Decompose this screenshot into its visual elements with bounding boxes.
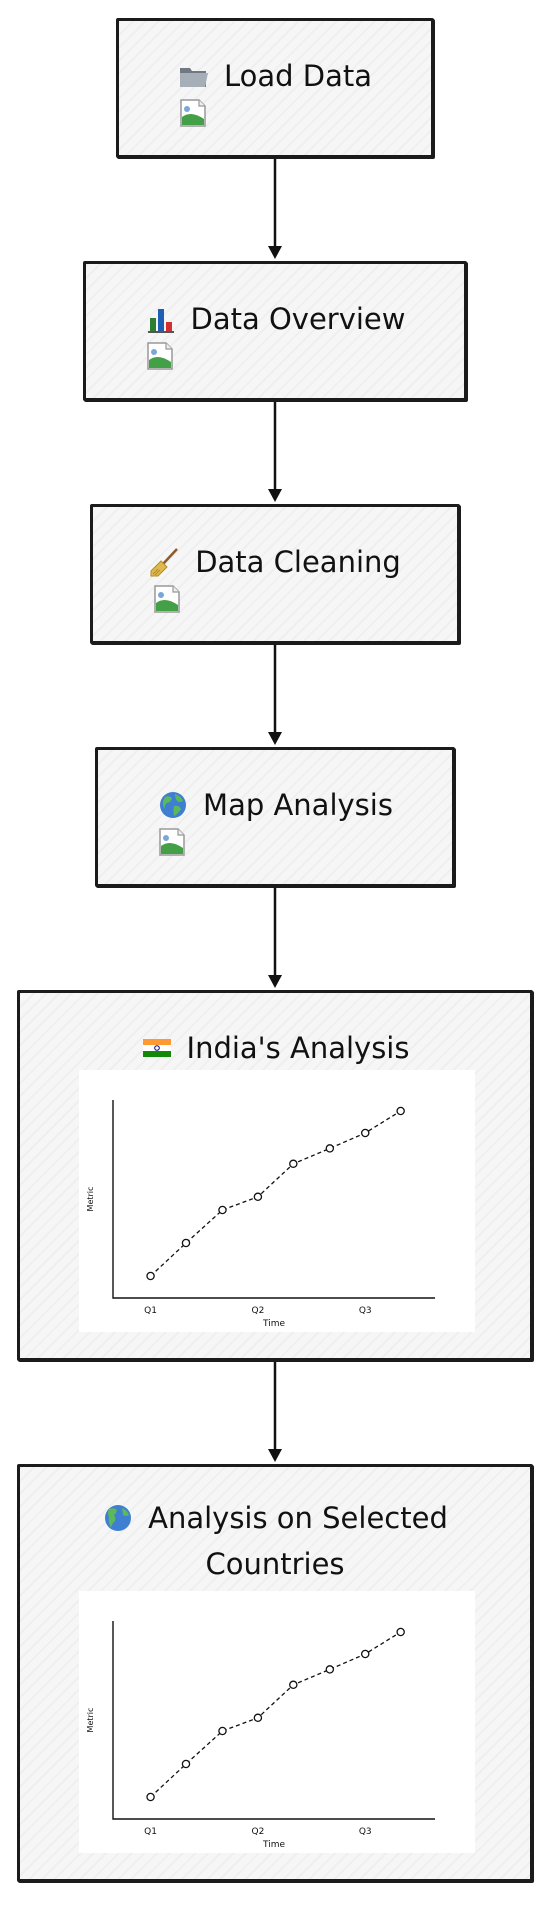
data-point xyxy=(253,1713,263,1723)
x-tick-label: Q2 xyxy=(251,1306,264,1316)
node-title-text: Analysis on Selected xyxy=(148,1501,448,1535)
globe-icon xyxy=(160,792,187,818)
node-title-text: Map Analysis xyxy=(203,788,393,822)
arrow-load-to-overview xyxy=(268,159,282,259)
selected-countries-line-chart: Q1 Q2 Q3 Time Metric xyxy=(79,1591,475,1853)
node-title-text: Data Cleaning xyxy=(195,545,401,579)
arrowhead xyxy=(268,489,282,502)
x-tick-label: Q3 xyxy=(359,1827,372,1837)
data-point xyxy=(325,1144,335,1153)
arrowhead xyxy=(268,246,282,259)
data-point xyxy=(181,1759,191,1769)
x-tick-label: Q1 xyxy=(144,1306,157,1316)
broken-image-icon xyxy=(154,585,180,613)
node-title: Data Cleaning xyxy=(93,539,457,585)
node-title-text: Data Overview xyxy=(190,302,406,336)
x-axis-label: Time xyxy=(262,1319,285,1329)
data-point xyxy=(325,1665,335,1674)
arrow-overview-to-cleaning xyxy=(268,402,282,502)
data-point xyxy=(253,1192,263,1202)
data-point xyxy=(146,1271,155,1281)
data-point xyxy=(218,1726,227,1736)
broom-icon xyxy=(150,548,179,577)
folder-icon xyxy=(179,68,208,87)
node-title: Analysis on Selected xyxy=(20,1495,530,1541)
arrowhead xyxy=(268,732,282,745)
x-axis-label: Time xyxy=(262,1840,285,1850)
node-selected-countries[interactable]: Analysis on Selected Countries Q1 Q2 Q3 Tim… xyxy=(17,1464,533,1882)
india-line-chart: Q1 Q2 Q3 Time Metric xyxy=(79,1070,475,1332)
broken-image-icon xyxy=(147,342,173,370)
x-tick-label: Q1 xyxy=(144,1827,157,1837)
chart-svg: Q1 Q2 Q3 Time Metric xyxy=(86,1100,435,1329)
node-title-text: India's Analysis xyxy=(186,1031,410,1065)
node-title-text: Countries xyxy=(205,1547,345,1581)
data-point xyxy=(146,1792,155,1802)
series-line xyxy=(150,1110,401,1277)
chart-axes xyxy=(112,1621,435,1820)
y-axis-label: Metric xyxy=(86,1187,95,1212)
data-point xyxy=(360,1649,370,1659)
node-title-text: Load Data xyxy=(223,59,373,93)
chart-svg: Q1 Q2 Q3 Time Metric xyxy=(86,1621,435,1850)
arrow-india-to-selected xyxy=(268,1362,282,1462)
x-tick-label: Q2 xyxy=(251,1827,264,1837)
arrowhead xyxy=(268,975,282,988)
data-point xyxy=(181,1238,191,1248)
node-title: India's Analysis xyxy=(20,1025,530,1071)
broken-image-icon xyxy=(180,99,206,127)
data-point xyxy=(289,1680,298,1690)
node-title: Map Analysis xyxy=(98,782,452,828)
node-data-overview[interactable]: Data Overview xyxy=(83,261,467,401)
node-load-data[interactable]: Load Data xyxy=(116,18,434,158)
data-point xyxy=(396,1627,405,1637)
globe-americas-icon xyxy=(105,1505,132,1531)
series-line xyxy=(150,1631,401,1798)
node-map-analysis[interactable]: Map Analysis xyxy=(95,747,455,887)
node-india-analysis[interactable]: India's Analysis Q1 Q2 Q3 Time Metric xyxy=(17,990,533,1361)
data-point xyxy=(360,1128,370,1138)
arrow-map-to-india xyxy=(268,888,282,988)
node-data-cleaning[interactable]: Data Cleaning xyxy=(90,504,460,644)
india-flag-icon xyxy=(142,1039,171,1057)
arrow-cleaning-to-map xyxy=(268,645,282,745)
data-point xyxy=(218,1205,227,1215)
data-point xyxy=(396,1106,405,1116)
chart-axes xyxy=(112,1100,435,1299)
node-title-line2: Countries xyxy=(20,1541,530,1587)
arrowhead xyxy=(268,1449,282,1462)
data-point xyxy=(289,1159,298,1169)
node-title: Data Overview xyxy=(86,296,464,342)
y-axis-label: Metric xyxy=(86,1708,95,1733)
broken-image-icon xyxy=(159,828,185,856)
bar-chart-icon xyxy=(147,309,174,333)
node-title: Load Data xyxy=(119,53,431,99)
x-tick-label: Q3 xyxy=(359,1306,372,1316)
